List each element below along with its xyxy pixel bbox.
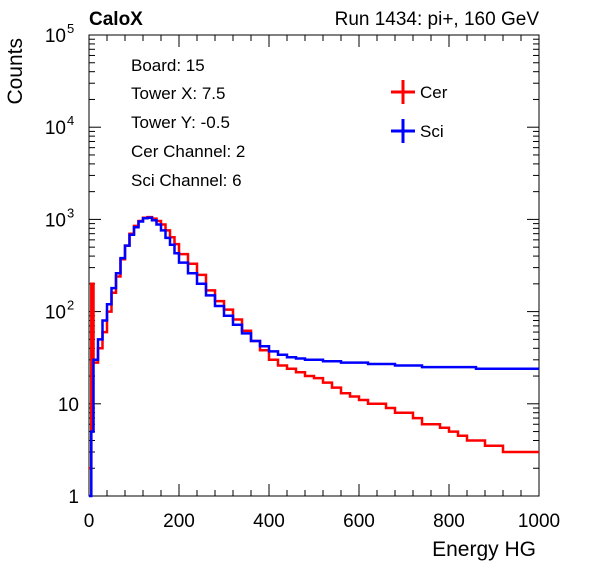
info-box: Board: 15 Tower X: 7.5 Tower Y: -0.5 Cer… bbox=[131, 56, 245, 190]
y-tick-label: 10 bbox=[45, 26, 66, 47]
y-tick-label: 10 bbox=[58, 395, 79, 416]
y-tick-label: 10 bbox=[45, 303, 66, 324]
legend-marker-sci bbox=[391, 119, 415, 143]
y-tick-label: 1 bbox=[68, 487, 79, 508]
calox-label: CaloX bbox=[89, 9, 143, 30]
x-tick-labels: 0 200 400 600 800 1000 bbox=[84, 511, 560, 532]
y-tick-label-exponent: 2 bbox=[67, 298, 74, 313]
x-tick-label: 400 bbox=[253, 511, 285, 532]
y-tick-label: 10 bbox=[45, 118, 66, 139]
legend-marker-cer bbox=[391, 80, 415, 104]
y-tick-label-exponent: 5 bbox=[67, 21, 74, 36]
x-tick-label: 800 bbox=[433, 511, 465, 532]
y-tick-label: 10 bbox=[45, 210, 66, 231]
legend-label-sci: Sci bbox=[420, 122, 444, 141]
run-label: Run 1434: pi+, 160 GeV bbox=[335, 9, 540, 30]
x-tick-label: 1000 bbox=[518, 511, 560, 532]
series-cer-line bbox=[89, 215, 539, 470]
x-axis-title: Energy HG bbox=[432, 538, 536, 561]
axis-ticks bbox=[88, 35, 540, 497]
plot-frame bbox=[88, 34, 540, 497]
info-tower-x: Tower X: 7.5 bbox=[131, 84, 226, 103]
info-tower-y: Tower Y: -0.5 bbox=[131, 113, 230, 132]
y-tick-label-exponent: 4 bbox=[67, 113, 74, 128]
y-tick-label-exponent: 3 bbox=[67, 205, 74, 220]
info-board: Board: 15 bbox=[131, 56, 205, 75]
x-tick-label: 0 bbox=[84, 511, 95, 532]
x-tick-label: 600 bbox=[343, 511, 375, 532]
series-group bbox=[89, 215, 539, 498]
legend: Cer Sci bbox=[391, 80, 448, 143]
info-sci-channel: Sci Channel: 6 bbox=[131, 171, 242, 190]
series-sci-line bbox=[89, 216, 539, 498]
info-cer-channel: Cer Channel: 2 bbox=[131, 142, 245, 161]
x-tick-label: 200 bbox=[163, 511, 195, 532]
legend-label-cer: Cer bbox=[420, 83, 448, 102]
y-axis-title: Counts bbox=[4, 38, 27, 105]
